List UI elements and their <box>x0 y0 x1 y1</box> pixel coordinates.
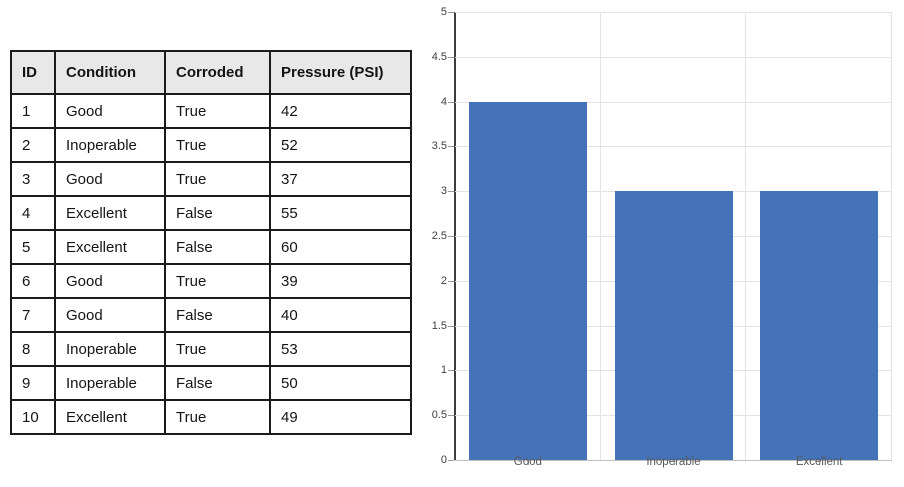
y-axis-tick-label: 1.5 <box>431 319 447 332</box>
y-axis-tick-label: 2.5 <box>431 230 447 242</box>
y-axis-tick-label: 4.5 <box>431 50 447 63</box>
table-row: 7 Good False 40 <box>10 297 412 333</box>
y-axis-tick-label: 0 <box>440 454 447 466</box>
x-axis-label-good: Good <box>513 456 542 468</box>
x-axis-label-inoperable: Inoperable <box>646 456 701 468</box>
table-cell: Inoperable <box>54 365 166 401</box>
v-gridline <box>891 12 892 460</box>
table-cell: 60 <box>269 229 412 265</box>
table-row: 1 Good True 42 <box>10 93 412 129</box>
table-cell: 39 <box>269 263 412 299</box>
table-cell: True <box>164 161 271 197</box>
table-cell: False <box>164 297 271 333</box>
column-header-pressure-psi: Pressure (PSI) <box>269 50 412 95</box>
table-cell: 9 <box>10 365 56 401</box>
h-gridline <box>455 146 892 148</box>
table-cell: 2 <box>10 127 56 163</box>
table-cell: 4 <box>10 195 56 231</box>
y-axis-tick-label: 3 <box>440 185 447 198</box>
y-axis-tick <box>448 370 454 372</box>
table-cell: True <box>164 93 271 129</box>
y-axis-tick <box>448 101 454 103</box>
y-axis-tick <box>448 146 454 148</box>
table-row: 4 Excellent False 55 <box>10 195 412 231</box>
table-cell: True <box>164 331 271 367</box>
table-cell: Inoperable <box>54 127 166 163</box>
table-cell: Excellent <box>54 399 166 435</box>
table-cell: Good <box>54 297 166 333</box>
bar-excellent <box>760 191 879 460</box>
table-row: 2 Inoperable True 52 <box>10 127 412 163</box>
table-cell: 7 <box>10 297 56 333</box>
column-header-id: ID <box>10 50 56 95</box>
y-axis-tick <box>448 415 454 417</box>
table-cell: 6 <box>10 263 56 299</box>
table-cell: False <box>164 229 271 265</box>
y-axis-tick-label: 1 <box>440 364 447 377</box>
y-axis-tick-label: 3.5 <box>431 140 447 153</box>
pipes-data-table: ID Condition Corroded Pressure (PSI) 1 Good T… <box>10 50 412 435</box>
condition-count-bar-chart: 0 0.5 1 1.5 2 2.5 3 3.5 4 4.5 5 Good Inoperable Exce… <box>420 0 904 487</box>
h-gridline <box>455 101 892 103</box>
y-axis-tick-label: 0.5 <box>431 409 447 422</box>
v-gridline <box>599 12 601 460</box>
table-cell: 52 <box>269 127 412 163</box>
y-axis-tick <box>448 12 454 13</box>
y-axis-tick <box>448 280 454 282</box>
x-axis-tick <box>673 460 675 465</box>
table-cell: Good <box>54 161 166 197</box>
table-cell: 10 <box>10 399 56 435</box>
y-axis-tick <box>448 460 454 461</box>
table-cell: False <box>164 195 271 231</box>
table-row: 5 Excellent False 60 <box>10 229 412 265</box>
x-axis-tick <box>527 460 529 465</box>
table-cell: Excellent <box>54 229 166 265</box>
x-axis-tick <box>819 460 821 465</box>
table-cell: True <box>164 127 271 163</box>
table-cell: 8 <box>10 331 56 367</box>
chart-plot-area: 0 0.5 1 1.5 2 2.5 3 3.5 4 4.5 5 <box>432 7 892 466</box>
table-row: 3 Good True 37 <box>10 161 412 197</box>
table-body: 1 Good True 42 2 Inoperable True 52 3 Good True 37 4… <box>10 93 412 435</box>
column-header-corroded: Corroded <box>164 50 271 95</box>
table-cell: True <box>164 399 271 435</box>
table-cell: Excellent <box>54 195 166 231</box>
table-cell: 42 <box>269 93 412 129</box>
y-axis-tick-label: 2 <box>440 274 447 287</box>
table-row: 10 Excellent True 49 <box>10 399 412 435</box>
bar-inoperable <box>614 191 733 460</box>
table-cell: Good <box>54 93 166 129</box>
table-cell: 3 <box>10 161 56 197</box>
table-cell: 40 <box>269 297 412 333</box>
table-row: 6 Good True 39 <box>10 263 412 299</box>
y-axis-tick-label: 4 <box>440 95 447 108</box>
table-cell: 49 <box>269 399 412 435</box>
y-axis-tick <box>448 236 454 237</box>
y-axis-tick <box>448 325 454 327</box>
y-axis-tick <box>448 56 454 58</box>
table-cell: Inoperable <box>54 331 166 367</box>
table-cell: 1 <box>10 93 56 129</box>
table-cell: 5 <box>10 229 56 265</box>
table-cell: 50 <box>269 365 412 401</box>
table-cell: True <box>164 263 271 299</box>
table-cell: Good <box>54 263 166 299</box>
x-axis-label-excellent: Excellent <box>795 456 843 468</box>
y-axis-tick-label: 5 <box>440 6 447 18</box>
bar-good <box>468 101 587 460</box>
v-gridline <box>745 12 747 460</box>
table-cell: 55 <box>269 195 412 231</box>
table-header-row: ID Condition Corroded Pressure (PSI) <box>10 50 412 95</box>
table-row: 9 Inoperable False 50 <box>10 365 412 401</box>
table-header: ID Condition Corroded Pressure (PSI) <box>10 50 412 95</box>
table-cell: 53 <box>269 331 412 367</box>
h-gridline <box>455 12 892 13</box>
y-axis-tick <box>448 191 454 193</box>
column-header-condition: Condition <box>54 50 166 95</box>
table-cell: False <box>164 365 271 401</box>
h-gridline <box>455 56 892 58</box>
table-cell: 37 <box>269 161 412 197</box>
table-row: 8 Inoperable True 53 <box>10 331 412 367</box>
